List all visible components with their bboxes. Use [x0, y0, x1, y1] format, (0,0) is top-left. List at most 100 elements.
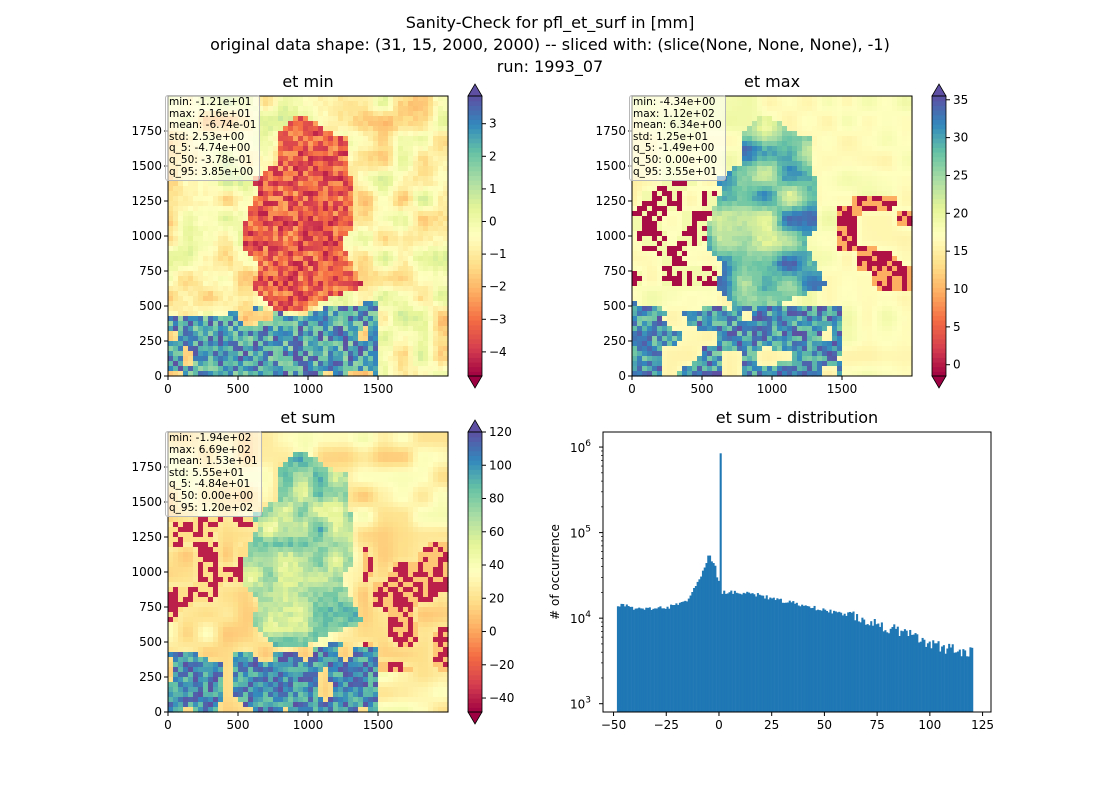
stat-line: q_50: -3.78e-01: [169, 153, 252, 166]
histogram-bar: [825, 611, 828, 712]
colorbar-tick-label-et-max: 15: [953, 244, 968, 258]
stat-line: q_5: -1.49e+00: [633, 142, 715, 155]
histogram-bar: [928, 641, 931, 712]
stat-line: q_50: 0.00e+00: [169, 489, 254, 502]
histogram-bar: [732, 593, 735, 712]
histogram-bar: [861, 617, 864, 712]
colorbar-tick-label-et-max: 35: [953, 93, 968, 107]
histogram-bar: [650, 609, 653, 712]
histogram-bar: [719, 453, 722, 712]
histogram-bar: [724, 593, 728, 712]
histogram-bar: [675, 603, 678, 712]
colorbar-tick-label-et-min: −1: [489, 247, 507, 261]
y-tick-label-et-min: 0: [154, 369, 162, 383]
histogram-bar: [949, 647, 952, 712]
colorbar-tick-label-et-sum: 60: [489, 525, 504, 539]
histogram-bar: [854, 620, 857, 712]
colorbar-extend-min-et-max: [931, 375, 947, 389]
histogram-bar: [785, 602, 788, 712]
histogram-bar: [833, 610, 836, 712]
histogram-bar: [964, 650, 967, 712]
histogram-bar: [880, 622, 883, 712]
stat-line: max: 6.69e+02: [169, 443, 251, 456]
histogram-bar: [889, 628, 892, 712]
y-tick-label-et-max: 250: [603, 334, 626, 348]
histogram-bar: [804, 605, 807, 712]
histogram-bar: [655, 608, 658, 712]
histogram-bar: [790, 602, 793, 712]
histogram-bar: [771, 598, 774, 712]
colorbar-extend-min-et-sum: [467, 711, 483, 725]
histogram-bar: [957, 651, 960, 712]
histogram-bar: [662, 608, 666, 712]
colorbar-tick-label-et-min: 1: [489, 182, 497, 196]
histogram-bar: [625, 604, 628, 712]
y-tick-label-et-min: 1250: [131, 194, 162, 208]
histogram-bar: [958, 649, 961, 712]
histogram-bar: [900, 630, 903, 712]
histogram-bar: [847, 612, 850, 712]
hist-x-tick-label: 125: [971, 718, 994, 732]
histogram-bar: [795, 602, 798, 712]
colorbar-et-min: [468, 96, 482, 377]
histogram-bar: [926, 643, 929, 712]
histogram-bar: [670, 604, 673, 712]
histogram-bar: [845, 615, 848, 712]
histogram-bar: [875, 624, 878, 712]
histogram-bar: [742, 592, 745, 712]
histogram-bar: [843, 613, 846, 712]
histogram-bar: [802, 605, 805, 712]
histogram-bar: [717, 580, 720, 712]
stat-line: min: -4.34e+00: [633, 96, 716, 108]
histogram-bar: [910, 634, 914, 712]
hist-x-tick-label: 75: [869, 718, 884, 732]
histogram-bar: [769, 597, 772, 712]
hist-x-tick-label: 50: [817, 718, 832, 732]
histogram-bar: [935, 643, 938, 712]
colorbar-tick-label-et-min: 2: [489, 149, 497, 163]
stat-line: q_95: 3.85e+00: [169, 165, 254, 178]
histogram-bar: [696, 581, 699, 712]
histogram-bar: [710, 561, 713, 712]
histogram-bar: [955, 652, 958, 712]
histogram-bar: [753, 594, 756, 712]
y-tick-label-et-max: 1000: [595, 229, 626, 243]
histogram-bar: [691, 592, 694, 712]
histogram-bar: [673, 605, 676, 712]
histogram-bar: [634, 608, 637, 712]
colorbar-et-sum: [468, 432, 482, 713]
hist-x-tick-label: 0: [715, 718, 723, 732]
colorbar-tick-label-et-min: −2: [489, 280, 507, 294]
histogram-bar: [918, 642, 921, 712]
hist-x-tick-label: −25: [654, 718, 679, 732]
colorbar-et-max: [932, 96, 946, 377]
x-tick-label-et-max: 1000: [757, 382, 788, 396]
stat-line: max: 2.16e+01: [169, 107, 251, 120]
histogram-bar: [893, 624, 896, 712]
x-tick-label-et-min: 500: [227, 382, 250, 396]
histogram-bar: [714, 565, 717, 712]
stat-line: q_95: 1.20e+02: [169, 501, 254, 514]
y-tick-label-et-min: 1750: [131, 124, 162, 138]
colorbar-tick-label-et-min: 3: [489, 117, 497, 131]
histogram-bar: [659, 606, 662, 712]
heatmap-et-max: [632, 96, 913, 377]
histogram-bar: [730, 590, 733, 712]
colorbar-tick-label-et-sum: 120: [489, 425, 512, 439]
histogram-bar: [632, 609, 635, 712]
histogram-bar: [971, 647, 974, 712]
stat-line: mean: 6.34e+00: [633, 119, 722, 132]
histogram-bar: [786, 602, 790, 712]
colorbar-tick-label-et-min: 0: [489, 214, 497, 228]
histogram-bar: [774, 600, 777, 712]
histogram-bar: [859, 622, 862, 712]
stat-line: std: 1.25e+01: [633, 130, 709, 143]
histogram-bar: [868, 625, 871, 712]
colorbar-tick-label-et-sum: 20: [489, 591, 504, 605]
y-tick-label-et-sum: 750: [139, 600, 162, 614]
hist-x-tick-label: −50: [601, 718, 626, 732]
y-tick-label-et-max: 1250: [595, 194, 626, 208]
colorbar-tick-label-et-max: 5: [953, 320, 961, 334]
histogram-bar: [762, 595, 765, 712]
histogram-bar: [652, 608, 655, 712]
